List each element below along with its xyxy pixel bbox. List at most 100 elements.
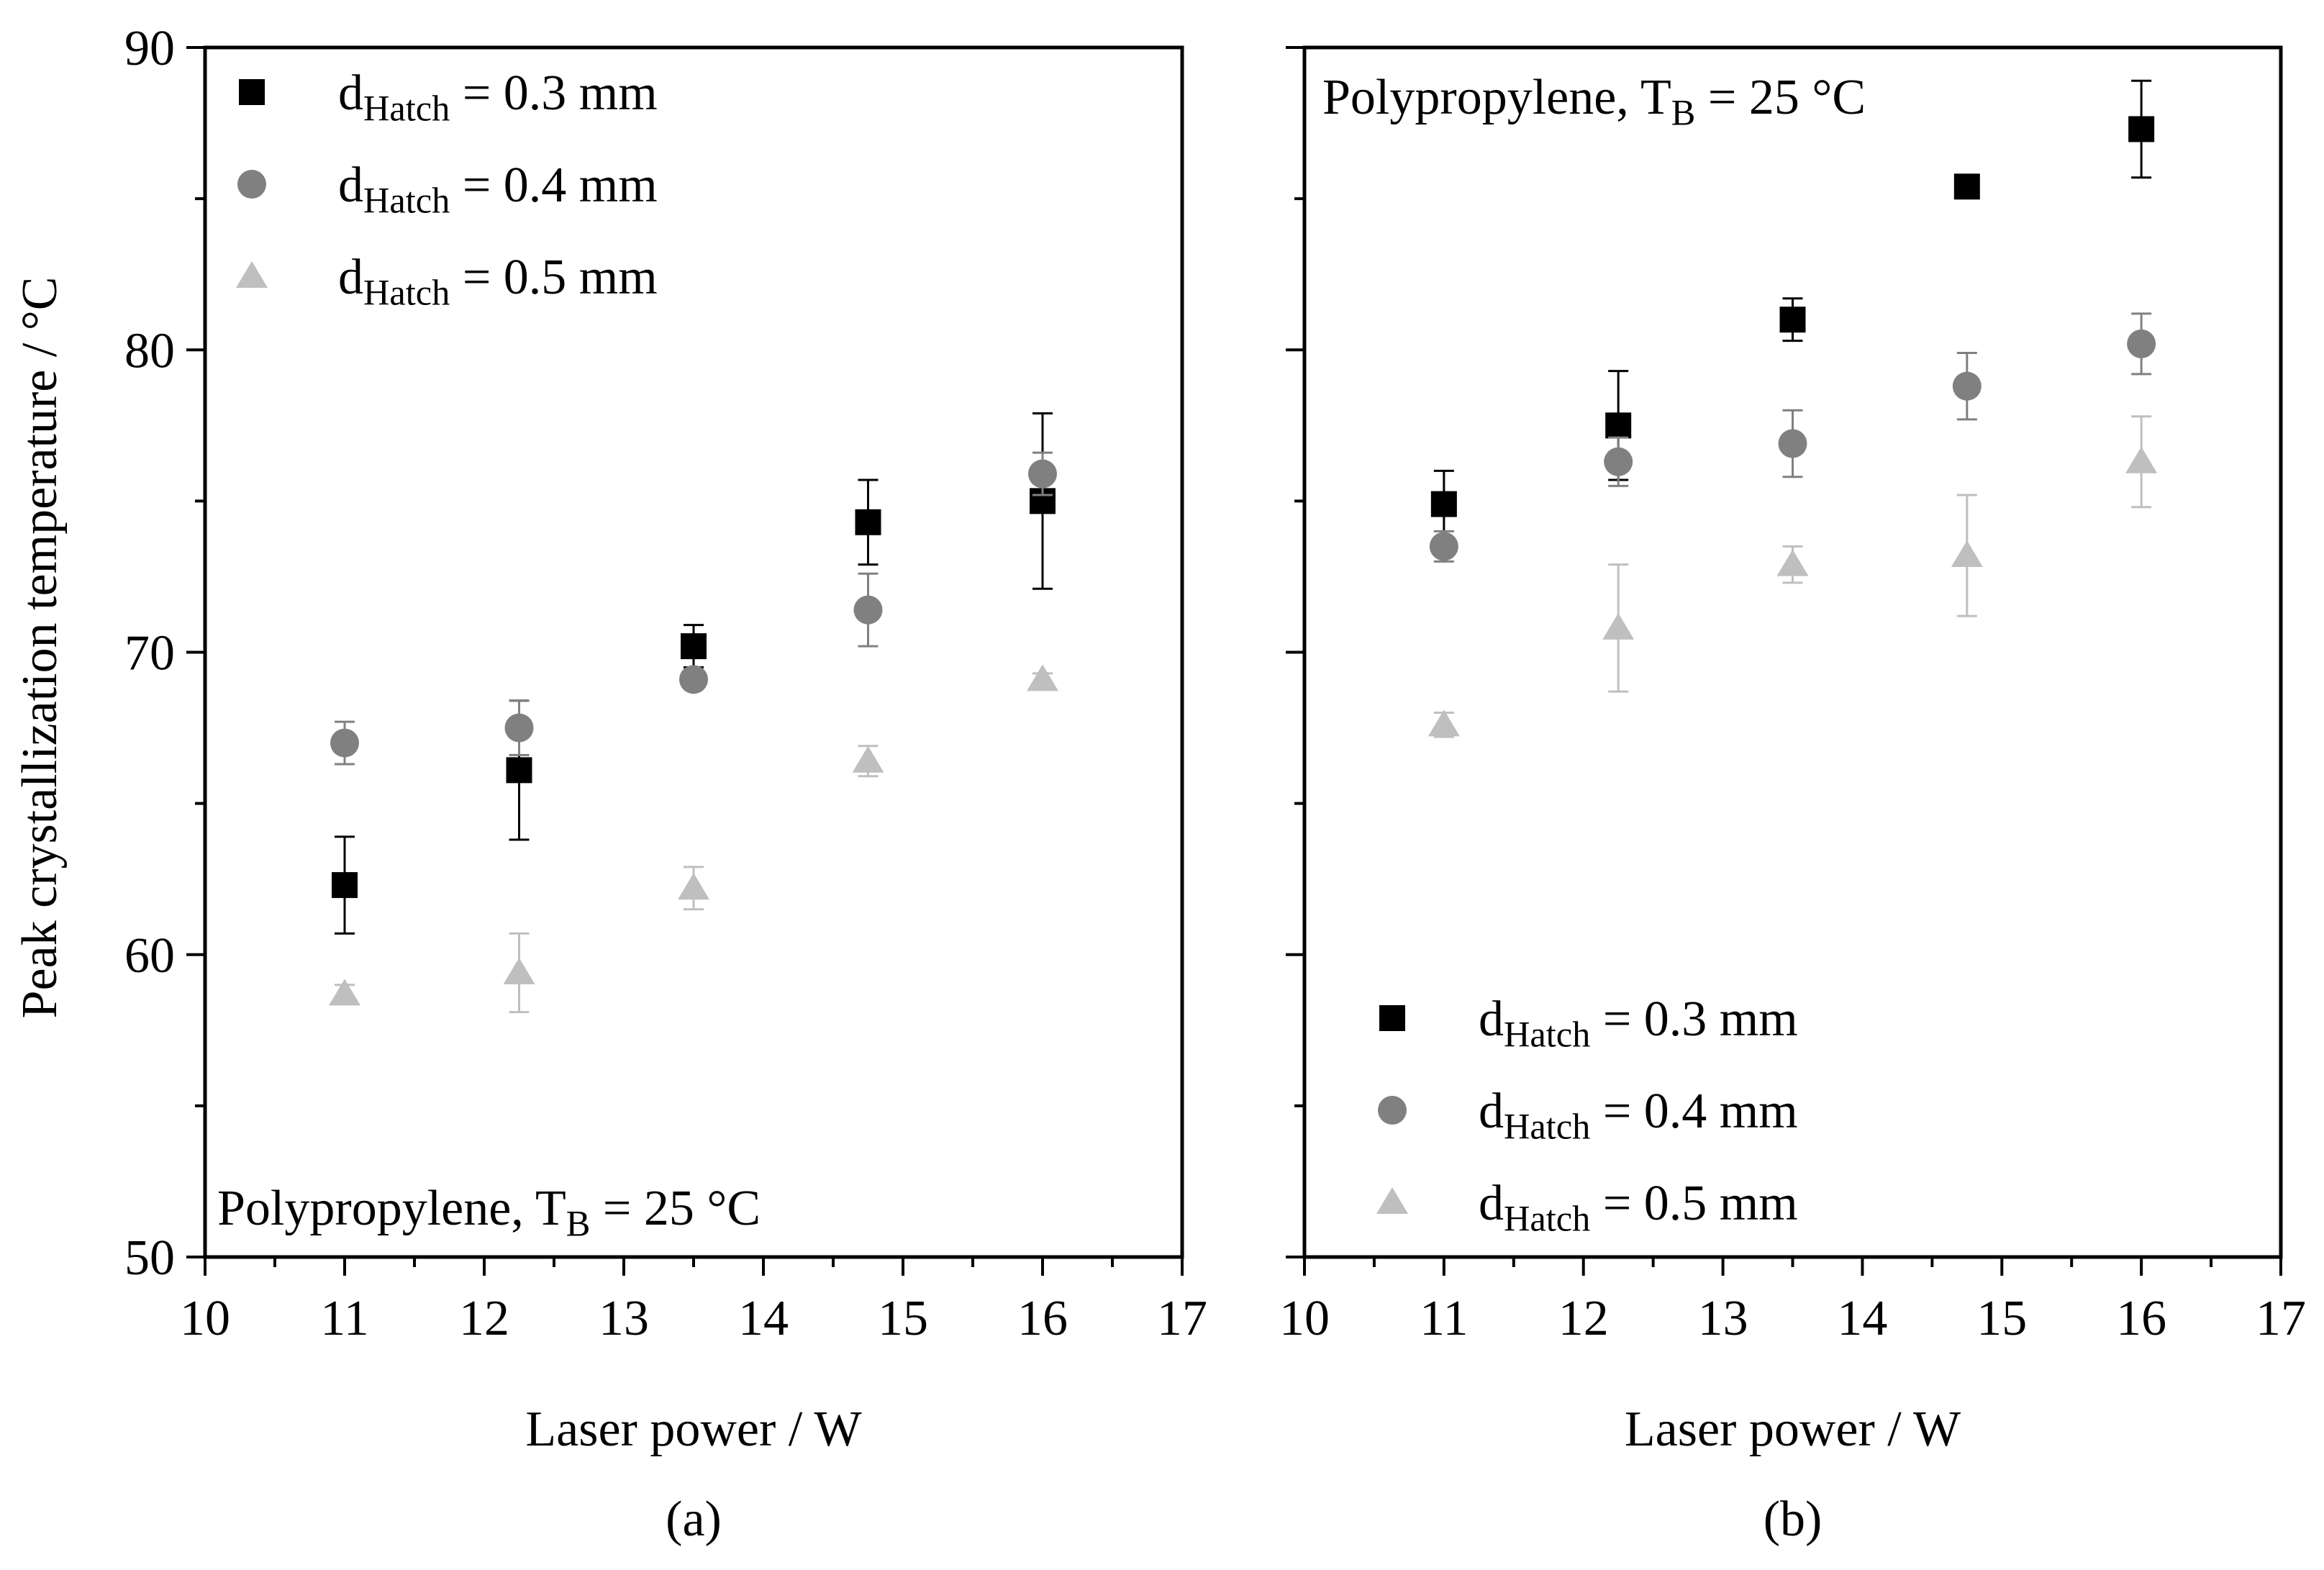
data-point [1605, 412, 1632, 439]
legend-label: dHatch = 0.5 mm [338, 250, 658, 312]
legend-label-sub: Hatch [363, 180, 450, 220]
x-axis-title: Laser power / W [525, 1402, 861, 1457]
x-tick-label: 15 [1976, 1291, 2027, 1346]
annotation-sub: B [1671, 92, 1696, 132]
data-point [1027, 664, 1058, 691]
legend-marker [1378, 1096, 1407, 1125]
data-point [2128, 116, 2155, 142]
data-point [1602, 612, 1635, 640]
data-point [1779, 307, 1806, 333]
legend-label-main: d [1479, 1084, 1504, 1139]
data-point [1028, 459, 1057, 489]
legend-label: dHatch = 0.3 mm [1479, 992, 1798, 1054]
x-tick-label: 17 [1157, 1291, 1207, 1346]
x-tick-label: 12 [1558, 1291, 1609, 1346]
panel-a: 10 11 12 13 14 15 16 17 50 60 70 80 90 Laser power / … [124, 21, 1207, 1547]
data-point [1951, 540, 1983, 568]
legend-label-sub: Hatch [1504, 1106, 1590, 1146]
series-circle [330, 451, 1057, 766]
annotation: Polypropylene, TB = 25 °C [1322, 70, 1866, 132]
series-square [332, 412, 1056, 935]
data-point [855, 509, 881, 535]
data-point [853, 595, 883, 625]
data-point [678, 873, 709, 900]
panel-label: (a) [666, 1492, 722, 1547]
legend-label-rest: = 0.4 mm [1590, 1084, 1797, 1139]
data-point [329, 979, 360, 1006]
data-point [1604, 447, 1633, 476]
series-circle [1429, 312, 2156, 563]
legend-label-main: d [338, 250, 363, 305]
x-tick-label: 16 [1017, 1291, 1068, 1346]
legend-label: dHatch = 0.5 mm [1479, 1176, 1798, 1238]
annotation: Polypropylene, TB = 25 °C [217, 1181, 761, 1243]
data-point [852, 745, 884, 773]
series-triangle [1427, 415, 2158, 738]
legend-marker [1376, 1187, 1408, 1214]
data-point [2125, 446, 2158, 473]
x-tick-label: 12 [459, 1291, 509, 1346]
data-point [506, 757, 532, 784]
legend-label-main: d [338, 158, 363, 213]
legend-marker [237, 170, 266, 199]
data-point [1430, 491, 1457, 517]
legend-label-main: d [338, 65, 363, 121]
data-point [332, 872, 358, 899]
annotation-main: Polypropylene, T [1322, 70, 1671, 125]
y-tick-label: 60 [124, 928, 175, 984]
data-point [1429, 532, 1458, 561]
legend-label-rest: = 0.5 mm [450, 250, 657, 305]
y-tick-label: 50 [124, 1230, 175, 1286]
legend-label: dHatch = 0.3 mm [338, 65, 658, 128]
x-tick-label: 17 [2256, 1291, 2306, 1346]
x-tick-label: 10 [1279, 1291, 1330, 1346]
legend-label-rest: = 0.3 mm [1590, 992, 1797, 1047]
data-point [1953, 173, 1980, 200]
legend-label: dHatch = 0.4 mm [1479, 1084, 1798, 1146]
data-point [1427, 709, 1460, 737]
annotation-sub: B [566, 1203, 591, 1243]
legend-label-rest: = 0.3 mm [450, 65, 657, 121]
data-point [330, 728, 359, 758]
x-tick-label: 14 [1837, 1291, 1887, 1346]
legend-marker [1379, 1005, 1405, 1031]
data-point [679, 665, 708, 694]
data-point [1952, 371, 1982, 401]
x-axis-title: Laser power / W [1625, 1402, 1961, 1457]
x-tick-label: 16 [2116, 1291, 2166, 1346]
data-point [503, 957, 535, 984]
x-tick-label: 14 [738, 1291, 789, 1346]
y-tick-label: 80 [124, 323, 175, 378]
legend-label: dHatch = 0.4 mm [338, 158, 658, 220]
annotation-main: Polypropylene, T [217, 1181, 566, 1236]
panel-label: (b) [1764, 1492, 1823, 1547]
data-point [504, 713, 534, 743]
y-axis-title: Peak crystallization temperature / °C [12, 277, 68, 1019]
legend-label-rest: = 0.4 mm [450, 158, 657, 213]
legend-label-rest: = 0.5 mm [1590, 1176, 1797, 1231]
series-triangle [329, 664, 1058, 1014]
legend-label-sub: Hatch [363, 272, 450, 312]
data-point [681, 633, 707, 660]
x-tick-label: 13 [599, 1291, 649, 1346]
legend-label-main: d [1479, 992, 1504, 1047]
legend-label-sub: Hatch [1504, 1198, 1590, 1238]
data-point [2127, 329, 2156, 358]
y-tick-label: 90 [124, 21, 175, 76]
legend-marker [236, 261, 268, 288]
data-point [1776, 549, 1809, 576]
x-tick-label: 13 [1698, 1291, 1748, 1346]
y-tick-label: 70 [124, 626, 175, 681]
legend-label-sub: Hatch [363, 88, 450, 128]
x-tick-label: 10 [180, 1291, 230, 1346]
x-tick-label: 15 [878, 1291, 928, 1346]
legend-marker [239, 79, 265, 105]
data-point [1778, 429, 1807, 458]
legend-label-main: d [1479, 1176, 1504, 1231]
x-tick-label: 11 [1420, 1291, 1468, 1346]
